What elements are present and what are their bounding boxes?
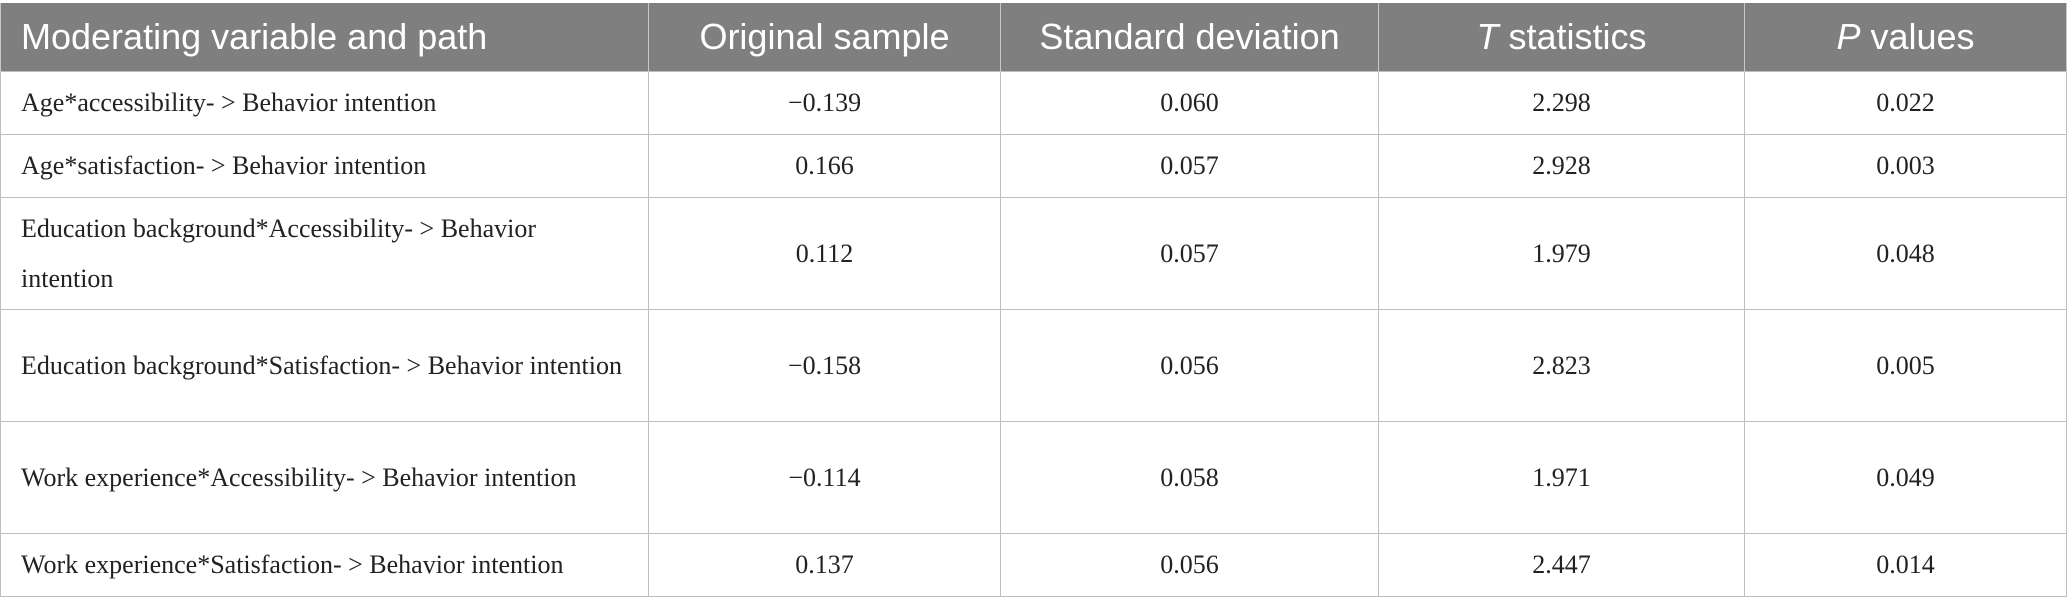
cell-standard-deviation: 0.058 [1000, 421, 1379, 534]
table-row: Age*accessibility- > Behavior intention … [0, 71, 2067, 135]
table-row: Work experience*Accessibility- > Behavio… [0, 421, 2067, 534]
header-t-statistics-rest: statistics [1498, 16, 1647, 57]
cell-standard-deviation: 0.060 [1000, 71, 1379, 135]
cell-original-sample: 0.166 [648, 134, 1001, 198]
header-t-statistics: T statistics [1378, 3, 1745, 72]
cell-path: Education background*Satisfaction- > Beh… [0, 309, 649, 422]
table-row: Age*satisfaction- > Behavior intention 0… [0, 134, 2067, 198]
header-p-values-rest: values [1860, 16, 1975, 57]
cell-path: Education background*Accessibility- > Be… [0, 197, 649, 310]
header-t-statistics-italic: T [1476, 16, 1499, 57]
moderating-effects-table-container: Moderating variable and path Original sa… [0, 3, 2067, 597]
cell-standard-deviation: 0.056 [1000, 533, 1379, 597]
header-path: Moderating variable and path [0, 3, 649, 72]
cell-t-statistics: 1.971 [1378, 421, 1745, 534]
cell-original-sample: −0.114 [648, 421, 1001, 534]
cell-p-value: 0.005 [1744, 309, 2067, 422]
header-p-values: P values [1744, 3, 2067, 72]
cell-t-statistics: 2.298 [1378, 71, 1745, 135]
cell-original-sample: 0.137 [648, 533, 1001, 597]
cell-path: Age*accessibility- > Behavior intention [0, 71, 649, 135]
cell-original-sample: −0.139 [648, 71, 1001, 135]
cell-p-value: 0.022 [1744, 71, 2067, 135]
table-body: Age*accessibility- > Behavior intention … [0, 71, 2067, 597]
cell-t-statistics: 2.928 [1378, 134, 1745, 198]
cell-standard-deviation: 0.057 [1000, 134, 1379, 198]
cell-standard-deviation: 0.057 [1000, 197, 1379, 310]
header-standard-deviation: Standard deviation [1000, 3, 1379, 72]
cell-p-value: 0.003 [1744, 134, 2067, 198]
cell-p-value: 0.049 [1744, 421, 2067, 534]
cell-original-sample: −0.158 [648, 309, 1001, 422]
cell-p-value: 0.048 [1744, 197, 2067, 310]
cell-p-value: 0.014 [1744, 533, 2067, 597]
moderating-effects-table: Moderating variable and path Original sa… [0, 3, 2067, 597]
cell-standard-deviation: 0.056 [1000, 309, 1379, 422]
table-row: Education background*Accessibility- > Be… [0, 197, 2067, 310]
cell-path: Age*satisfaction- > Behavior intention [0, 134, 649, 198]
header-p-values-italic: P [1836, 16, 1861, 57]
cell-t-statistics: 2.447 [1378, 533, 1745, 597]
table-row: Education background*Satisfaction- > Beh… [0, 309, 2067, 422]
cell-t-statistics: 1.979 [1378, 197, 1745, 310]
header-row: Moderating variable and path Original sa… [0, 3, 2067, 72]
cell-t-statistics: 2.823 [1378, 309, 1745, 422]
cell-original-sample: 0.112 [648, 197, 1001, 310]
table-row: Work experience*Satisfaction- > Behavior… [0, 533, 2067, 597]
table-header: Moderating variable and path Original sa… [0, 3, 2067, 72]
cell-path: Work experience*Satisfaction- > Behavior… [0, 533, 649, 597]
header-original-sample: Original sample [648, 3, 1001, 72]
cell-path: Work experience*Accessibility- > Behavio… [0, 421, 649, 534]
